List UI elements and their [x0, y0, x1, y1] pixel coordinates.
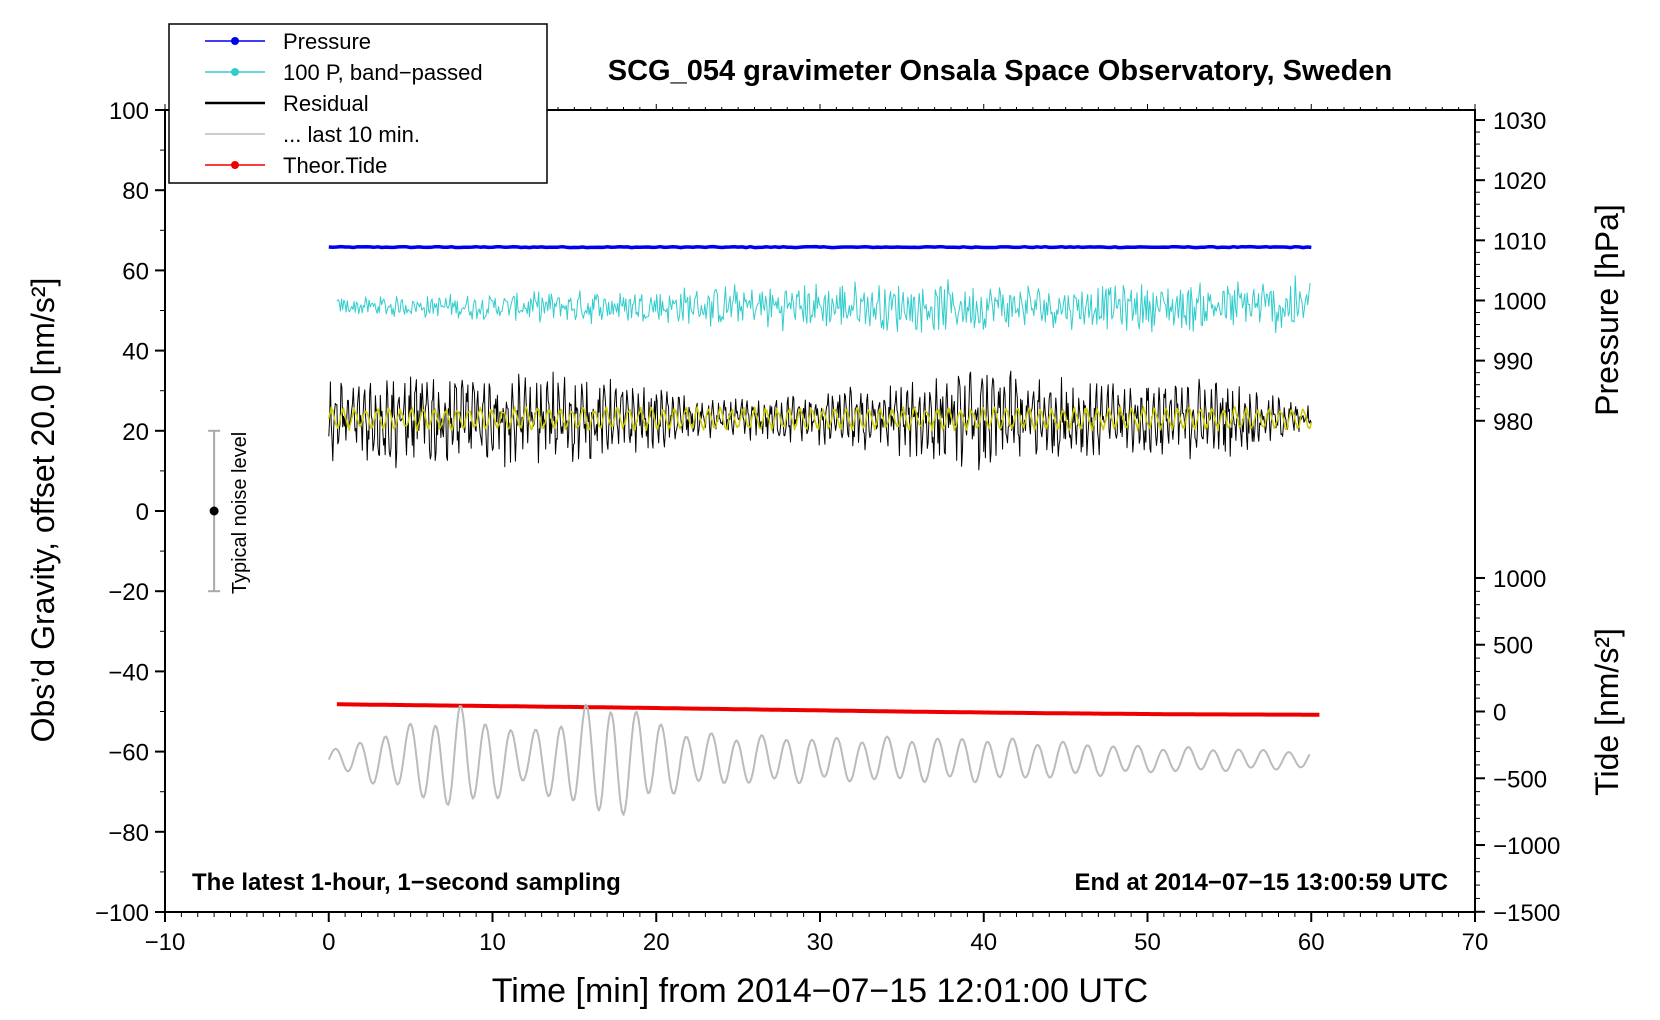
series-residual-filtered	[328, 406, 1312, 432]
noise-bar-label: Typical noise level	[229, 432, 251, 594]
legend-label: ... last 10 min.	[283, 122, 420, 147]
y-axis-label-tide: Tide [nm/s²]	[1589, 628, 1625, 796]
y-tick-label: 40	[122, 339, 149, 366]
y-tick-label: 80	[122, 178, 149, 205]
y-tick-label: −80	[108, 820, 149, 847]
tide-tick-label: 0	[1493, 700, 1506, 727]
x-tick-label: 10	[479, 929, 506, 956]
y-tick-label: 60	[122, 258, 149, 285]
pressure-tick-label: 990	[1493, 349, 1533, 376]
legend-marker	[231, 37, 239, 45]
legend-marker	[231, 68, 239, 76]
x-tick-label: 60	[1298, 929, 1325, 956]
tide-tick-label: −1500	[1493, 900, 1560, 927]
y-axis-label-left: Obs’d Gravity, offset 20.0 [nm/s²]	[25, 278, 61, 743]
tide-tick-label: 500	[1493, 633, 1533, 660]
tide-tick-label: 1000	[1493, 566, 1546, 593]
legend: Pressure 100 P, band−passed Residual ... la…	[168, 23, 548, 184]
pressure-tick-label: 1000	[1493, 288, 1546, 315]
pressure-tick-label: 980	[1493, 409, 1533, 436]
legend-items: Pressure 100 P, band−passed Residual ... la…	[205, 29, 483, 178]
legend-label: Theor.Tide	[283, 153, 387, 178]
legend-label: 100 P, band−passed	[283, 60, 483, 85]
tide-tick-label: −500	[1493, 766, 1547, 793]
x-tick-label: 40	[970, 929, 997, 956]
legend-marker	[231, 161, 239, 169]
legend-label: Pressure	[283, 29, 371, 54]
pressure-tick-label: 1020	[1493, 168, 1546, 195]
y-tick-label: 0	[136, 499, 149, 526]
pressure-tick-label: 1010	[1493, 228, 1546, 255]
y-tick-label: −20	[108, 579, 149, 606]
x-axis-label: Time [min] from 2014−07−15 12:01:00 UTC	[492, 972, 1148, 1010]
x-tick-label: 0	[322, 929, 335, 956]
y-tick-label: 20	[122, 419, 149, 446]
x-tick-label: 20	[643, 929, 670, 956]
annotation-end-time: End at 2014−07−15 13:00:59 UTC	[1074, 869, 1448, 896]
series-100-p-band-passed	[336, 275, 1311, 334]
x-tick-label: 70	[1462, 929, 1489, 956]
tide-tick-label: −1000	[1493, 833, 1560, 860]
noise-bar	[208, 429, 221, 593]
series-layer	[327, 244, 1320, 816]
y-tick-label: −40	[108, 659, 149, 686]
chart-title: SCG_054 gravimeter Onsala Space Observat…	[608, 55, 1392, 87]
series-theor-tide	[336, 702, 1320, 717]
legend-label: Residual	[283, 91, 369, 116]
pressure-tick-label: 1030	[1493, 108, 1546, 135]
annotation-sampling: The latest 1-hour, 1−second sampling	[192, 869, 621, 896]
y-tick-label: 100	[109, 98, 149, 125]
series-residual	[328, 370, 1312, 471]
x-tick-label: 50	[1134, 929, 1161, 956]
noise-bar-center	[209, 506, 219, 516]
axis-ticks: −10 0 10 20 30 40 50 60 70100806040200−20−40−60−…	[95, 98, 1560, 956]
y-tick-label: −60	[108, 740, 149, 767]
x-tick-label: 30	[807, 929, 834, 956]
y-tick-label: −100	[95, 900, 149, 927]
plot-frame	[164, 109, 1476, 913]
y-axis-label-pressure: Pressure [hPa]	[1589, 204, 1625, 416]
x-tick-label: −10	[145, 929, 186, 956]
series-pressure	[328, 244, 1312, 250]
series-last-10-min	[327, 703, 1311, 816]
